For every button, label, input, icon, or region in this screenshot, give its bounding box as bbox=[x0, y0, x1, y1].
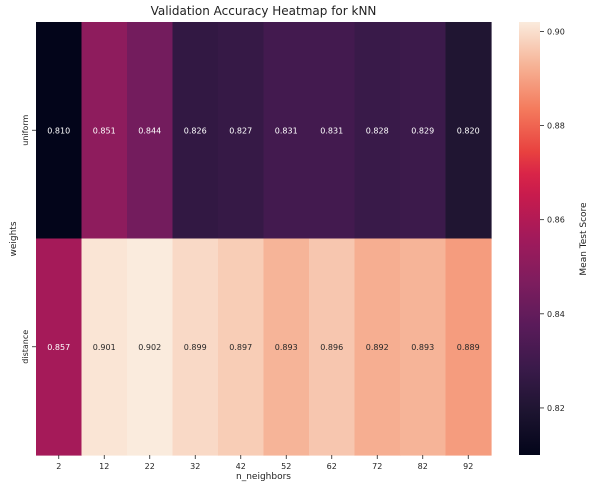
cell-value-label: 0.827 bbox=[229, 126, 252, 135]
heatmap-cell bbox=[81, 238, 128, 456]
cell-value-label: 0.810 bbox=[47, 126, 70, 135]
cell-value-label: 0.896 bbox=[320, 343, 343, 352]
colorbar-tick-label: 0.88 bbox=[547, 122, 565, 131]
heatmap-cell bbox=[218, 238, 265, 456]
heatmap-cell bbox=[400, 238, 447, 456]
x-tick-label: 42 bbox=[236, 462, 246, 471]
x-tick-label: 12 bbox=[99, 462, 109, 471]
colorbar-tick-label: 0.90 bbox=[547, 27, 565, 36]
heatmap-cells: 0.810 0.851 0.844 0.826 0.827 0.831 0.831 0.828… bbox=[36, 22, 492, 456]
x-tick-label: 72 bbox=[372, 462, 382, 471]
colorbar-tick-label: 0.84 bbox=[547, 310, 565, 319]
cell-value-label: 0.857 bbox=[47, 343, 70, 352]
colorbar-ticks: 0.82 0.84 0.86 0.88 0.90 bbox=[540, 27, 565, 413]
cell-value-label: 0.897 bbox=[229, 343, 252, 352]
x-tick-label: 82 bbox=[418, 462, 428, 471]
heatmap-cell bbox=[263, 22, 310, 240]
heatmap-cell bbox=[172, 22, 219, 240]
colorbar-label: Mean Test Score bbox=[579, 202, 589, 276]
cell-value-label: 0.831 bbox=[275, 126, 298, 135]
cell-value-label: 0.851 bbox=[93, 126, 116, 135]
cell-value-label: 0.901 bbox=[93, 343, 116, 352]
heatmap-cell bbox=[309, 238, 356, 456]
colorbar: 0.82 0.84 0.86 0.88 0.90 Mean Test Score bbox=[519, 22, 589, 455]
cell-value-label: 0.828 bbox=[366, 126, 389, 135]
heatmap-cell bbox=[445, 238, 492, 456]
heatmap-cell bbox=[81, 22, 128, 240]
colorbar-gradient bbox=[519, 22, 540, 455]
colorbar-tick-label: 0.86 bbox=[547, 216, 565, 225]
cell-value-label: 0.831 bbox=[320, 126, 343, 135]
y-axis-label: weights bbox=[9, 221, 19, 256]
cell-value-label: 0.844 bbox=[138, 126, 161, 135]
cell-value-label: 0.820 bbox=[457, 126, 480, 135]
cell-value-label: 0.902 bbox=[138, 343, 161, 352]
x-axis-ticks: 2 12 22 32 42 52 62 72 82 92 bbox=[56, 455, 473, 471]
heatmap-cell bbox=[263, 238, 310, 456]
y-axis-ticks: uniform distance bbox=[21, 115, 36, 364]
chart-title: Validation Accuracy Heatmap for kNN bbox=[151, 4, 377, 18]
heatmap-cell bbox=[127, 22, 174, 240]
cell-value-label: 0.892 bbox=[366, 343, 389, 352]
heatmap-cell bbox=[36, 238, 83, 456]
heatmap-cell bbox=[400, 22, 447, 240]
x-tick-label: 52 bbox=[281, 462, 291, 471]
x-tick-label: 32 bbox=[190, 462, 200, 471]
cell-value-label: 0.829 bbox=[411, 126, 434, 135]
x-tick-label: 22 bbox=[145, 462, 155, 471]
heatmap-cell bbox=[445, 22, 492, 240]
x-tick-label: 62 bbox=[327, 462, 337, 471]
heatmap-cell bbox=[36, 22, 83, 240]
cell-value-label: 0.893 bbox=[275, 343, 298, 352]
heatmap-cell bbox=[309, 22, 356, 240]
heatmap-cell bbox=[354, 22, 401, 240]
heatmap-cell bbox=[127, 238, 174, 456]
x-tick-label: 2 bbox=[56, 462, 61, 471]
heatmap-cell bbox=[354, 238, 401, 456]
x-tick-label: 92 bbox=[463, 462, 473, 471]
cell-value-label: 0.899 bbox=[184, 343, 207, 352]
heatmap-cell bbox=[172, 238, 219, 456]
heatmap-cell bbox=[218, 22, 265, 240]
cell-value-label: 0.889 bbox=[457, 343, 480, 352]
y-tick-label: uniform bbox=[21, 115, 30, 146]
cell-value-label: 0.826 bbox=[184, 126, 207, 135]
colorbar-tick-label: 0.82 bbox=[547, 404, 565, 413]
cell-value-label: 0.893 bbox=[411, 343, 434, 352]
y-tick-label: distance bbox=[21, 330, 30, 364]
x-axis-label: n_neighbors bbox=[236, 472, 291, 482]
